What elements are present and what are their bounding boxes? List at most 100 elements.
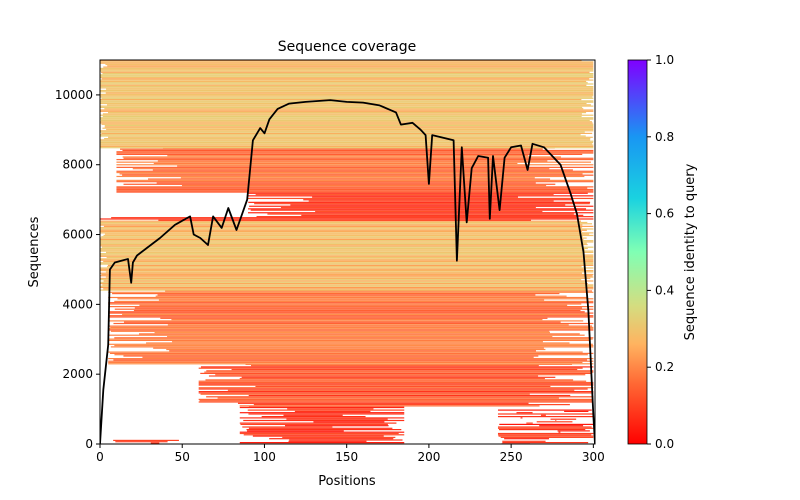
- coverage-segment: [239, 417, 405, 419]
- coverage-segment: [116, 158, 594, 161]
- coverage-segment: [205, 379, 574, 381]
- coverage-segment: [100, 139, 591, 141]
- coverage-segment: [108, 112, 587, 114]
- coverage-segment: [100, 82, 588, 84]
- coverage-segment: [315, 210, 543, 213]
- coverage-segment: [100, 241, 594, 243]
- coverage-segment: [107, 264, 594, 266]
- coverage-segment: [239, 412, 405, 414]
- x-tick-label: 200: [417, 450, 440, 464]
- coverage-segment: [108, 320, 584, 322]
- coverage-segment: [100, 122, 593, 124]
- coverage-segment: [100, 268, 585, 270]
- coverage-segment: [139, 304, 568, 306]
- y-tick-label: 2000: [62, 367, 93, 381]
- coverage-segment: [103, 66, 594, 68]
- coverage-segment: [100, 95, 594, 97]
- coverage-segment: [101, 132, 593, 134]
- coverage-segment: [520, 417, 523, 419]
- coverage-segment: [115, 441, 168, 443]
- coverage-segment: [100, 121, 592, 123]
- coverage-segment: [101, 273, 594, 276]
- colorbar-tick-label: 0.2: [655, 360, 674, 374]
- coverage-segment: [166, 348, 546, 351]
- coverage-segment: [100, 237, 587, 239]
- coverage-segment: [100, 87, 594, 89]
- coverage-band: [108, 290, 594, 365]
- coverage-segment: [497, 413, 594, 415]
- coverage-segment: [158, 219, 532, 221]
- coverage-segment: [100, 232, 594, 234]
- coverage-segment: [497, 432, 594, 435]
- coverage-segment: [267, 213, 574, 215]
- coverage-segment: [540, 414, 546, 416]
- coverage-segment: [105, 271, 594, 273]
- coverage-segment: [114, 300, 594, 302]
- coverage-segment: [100, 289, 588, 291]
- coverage-segment: [120, 148, 543, 150]
- coverage-segment: [155, 295, 567, 297]
- coverage-segment: [248, 212, 594, 214]
- coverage-segment: [497, 416, 594, 418]
- coverage-segment: [246, 429, 402, 431]
- coverage-segment: [100, 253, 583, 255]
- coverage-segment: [100, 93, 594, 95]
- coverage-segment: [215, 374, 586, 376]
- coverage-segment: [100, 285, 594, 287]
- coverage-segment: [100, 140, 594, 142]
- coverage-segment: [557, 430, 590, 432]
- coverage-segment: [100, 102, 587, 105]
- coverage-segment: [504, 438, 549, 440]
- coverage-segment: [239, 406, 405, 409]
- coverage-segment: [100, 69, 594, 71]
- coverage-segment: [502, 440, 546, 442]
- plot-frame: [99, 59, 596, 445]
- coverage-heatmap: [100, 60, 594, 444]
- coverage-segment: [100, 61, 594, 63]
- colorbar-tick-label: 0.0: [655, 437, 674, 451]
- coverage-segment: [100, 91, 594, 93]
- coverage-segment: [167, 155, 529, 157]
- coverage-segment: [248, 201, 591, 203]
- coverage-segment: [157, 160, 548, 162]
- coverage-segment: [287, 408, 374, 410]
- coverage-segment: [256, 216, 594, 218]
- coverage-band: [198, 363, 594, 407]
- coverage-segment: [108, 351, 583, 353]
- coverage-segment: [122, 313, 590, 315]
- coverage-segment: [497, 434, 592, 436]
- coverage-segment: [200, 372, 592, 375]
- coverage-segment: [100, 143, 593, 145]
- coverage-segment: [100, 255, 594, 257]
- coverage-segment: [108, 339, 591, 341]
- coverage-segment: [108, 343, 593, 345]
- coverage-segment: [153, 347, 544, 349]
- coverage-segment: [100, 96, 593, 98]
- coverage-segment: [100, 119, 590, 121]
- coverage-segment: [106, 266, 582, 268]
- coverage-segment: [200, 393, 530, 395]
- coverage-segment: [100, 141, 594, 144]
- coverage-segment: [100, 221, 588, 224]
- coverage-segment: [109, 334, 585, 336]
- coverage-segment: [100, 240, 594, 242]
- colorbar: [627, 59, 648, 445]
- coverage-segment: [108, 338, 593, 340]
- coverage-segment: [239, 442, 405, 444]
- coverage-segment: [100, 263, 594, 265]
- colorbar-tick-label: 0.8: [655, 130, 674, 144]
- coverage-segment: [102, 73, 594, 75]
- coverage-segment: [102, 115, 582, 118]
- coverage-segment: [156, 182, 536, 184]
- coverage-segment: [239, 405, 540, 407]
- coverage-segment: [100, 74, 594, 76]
- coverage-segment: [498, 429, 586, 431]
- colorbar-tick-label: 0.4: [655, 283, 674, 297]
- coverage-segment: [100, 76, 594, 79]
- coverage-segment: [239, 378, 545, 380]
- coverage-segment: [241, 376, 556, 378]
- coverage-segment: [165, 290, 593, 292]
- coverage-segment: [255, 385, 551, 388]
- coverage-segment: [198, 384, 594, 386]
- coverage-segment: [282, 436, 396, 438]
